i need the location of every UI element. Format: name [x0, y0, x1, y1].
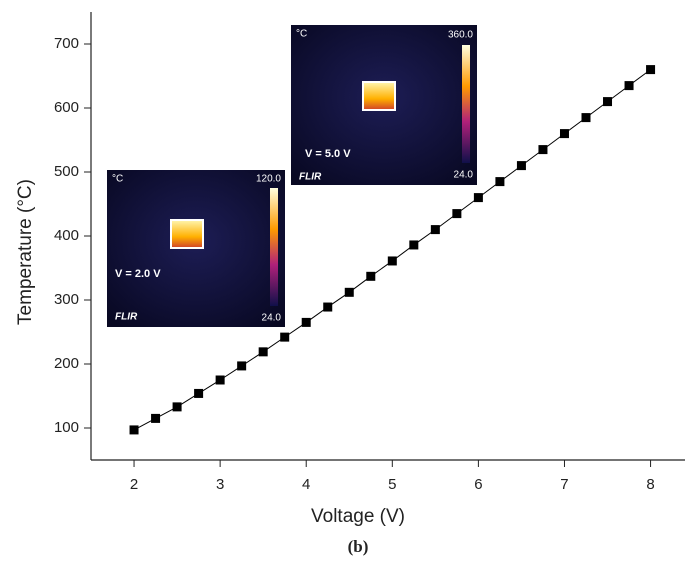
data-point: [215, 375, 225, 385]
caption: (b): [348, 537, 369, 556]
inset-unit: °C: [296, 29, 307, 40]
data-point: [581, 113, 591, 123]
color-bar: [270, 188, 278, 306]
y-tick-label: 400: [54, 227, 79, 244]
y-tick-label: 300: [54, 291, 79, 308]
inset-unit: °C: [112, 174, 123, 185]
inset-brand: FLIR: [299, 172, 322, 183]
data-point: [301, 317, 311, 327]
data-point: [516, 161, 526, 171]
y-tick-label: 200: [54, 355, 79, 372]
data-point: [538, 145, 548, 155]
data-point: [452, 209, 462, 219]
x-axis-label: Voltage (V): [311, 506, 405, 527]
x-tick-label: 2: [130, 476, 138, 493]
inset-brand: FLIR: [115, 312, 138, 323]
data-point: [603, 97, 613, 107]
data-point: [495, 177, 505, 187]
x-tick-label: 3: [216, 476, 224, 493]
inset-label: V = 5.0 V: [305, 148, 351, 160]
data-point: [366, 271, 376, 281]
inset-min: 24.0: [454, 170, 474, 181]
x-tick-label: 4: [302, 476, 310, 493]
data-point: [172, 402, 182, 412]
data-point: [387, 256, 397, 266]
y-tick-label: 600: [54, 99, 79, 116]
data-point: [194, 388, 204, 398]
y-axis-label: Temperature (°C): [15, 179, 36, 325]
y-tick-label: 700: [54, 35, 79, 52]
data-point: [624, 81, 634, 91]
data-point: [473, 193, 483, 203]
data-point: [559, 129, 569, 139]
hot-spot: [170, 219, 204, 249]
hot-spot: [362, 81, 396, 111]
inset-max: 120.0: [256, 174, 281, 185]
inset-min: 24.0: [262, 313, 282, 324]
data-point: [258, 347, 268, 357]
data-point: [646, 65, 656, 75]
data-point: [430, 225, 440, 235]
y-tick-label: 500: [54, 163, 79, 180]
thermal-inset: °C 120.0 24.0 V = 2.0 V FLIR: [107, 170, 285, 327]
data-point: [280, 332, 290, 342]
x-tick-label: 8: [646, 476, 654, 493]
x-tick-label: 7: [560, 476, 568, 493]
x-tick-label: 5: [388, 476, 396, 493]
inset-label: V = 2.0 V: [115, 268, 161, 280]
data-point: [151, 413, 161, 423]
color-bar: [462, 45, 470, 163]
data-point: [237, 361, 247, 371]
inset-max: 360.0: [448, 30, 473, 41]
data-point: [323, 302, 333, 312]
data-point: [129, 425, 139, 435]
thermal-inset: °C 360.0 24.0 V = 5.0 V FLIR: [291, 25, 477, 185]
x-tick-label: 6: [474, 476, 482, 493]
data-point: [344, 287, 354, 297]
y-tick-label: 100: [54, 419, 79, 436]
data-point: [409, 240, 419, 250]
